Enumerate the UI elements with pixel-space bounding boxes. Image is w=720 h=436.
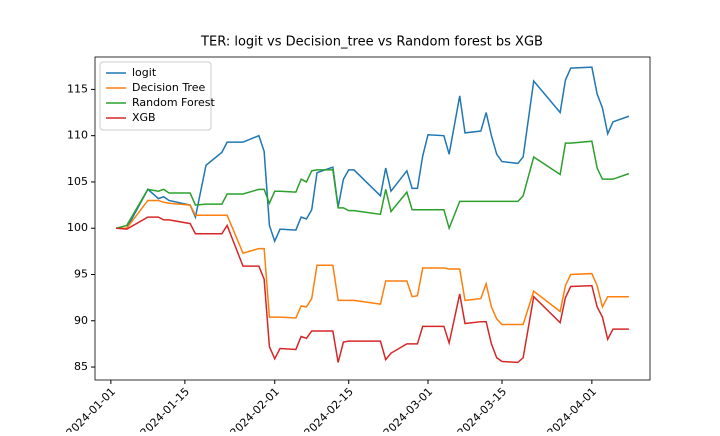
legend-label: logit [132,66,157,79]
y-tick-label: 95 [74,267,88,280]
line-series [116,199,629,326]
line-series [115,140,630,231]
y-tick-label: 90 [74,314,88,327]
y-tick-label: 110 [67,129,88,142]
chart-title: TER: logit vs Decision_tree vs Random fo… [200,35,543,50]
plot-frame [94,56,651,381]
legend-label: XGB [132,111,156,124]
line-series [116,216,629,364]
line-series [116,66,630,244]
y-tick-label: 100 [67,221,88,234]
y-tick-label: 105 [67,175,88,188]
y-tick-label: 85 [74,360,88,373]
y-tick-label: 115 [67,82,88,95]
legend: logit Decision Tree Random Forest XGB [99,61,215,131]
legend-box [99,61,212,131]
legend-label: Decision Tree [132,81,205,94]
legend-label: Random Forest [132,96,215,109]
